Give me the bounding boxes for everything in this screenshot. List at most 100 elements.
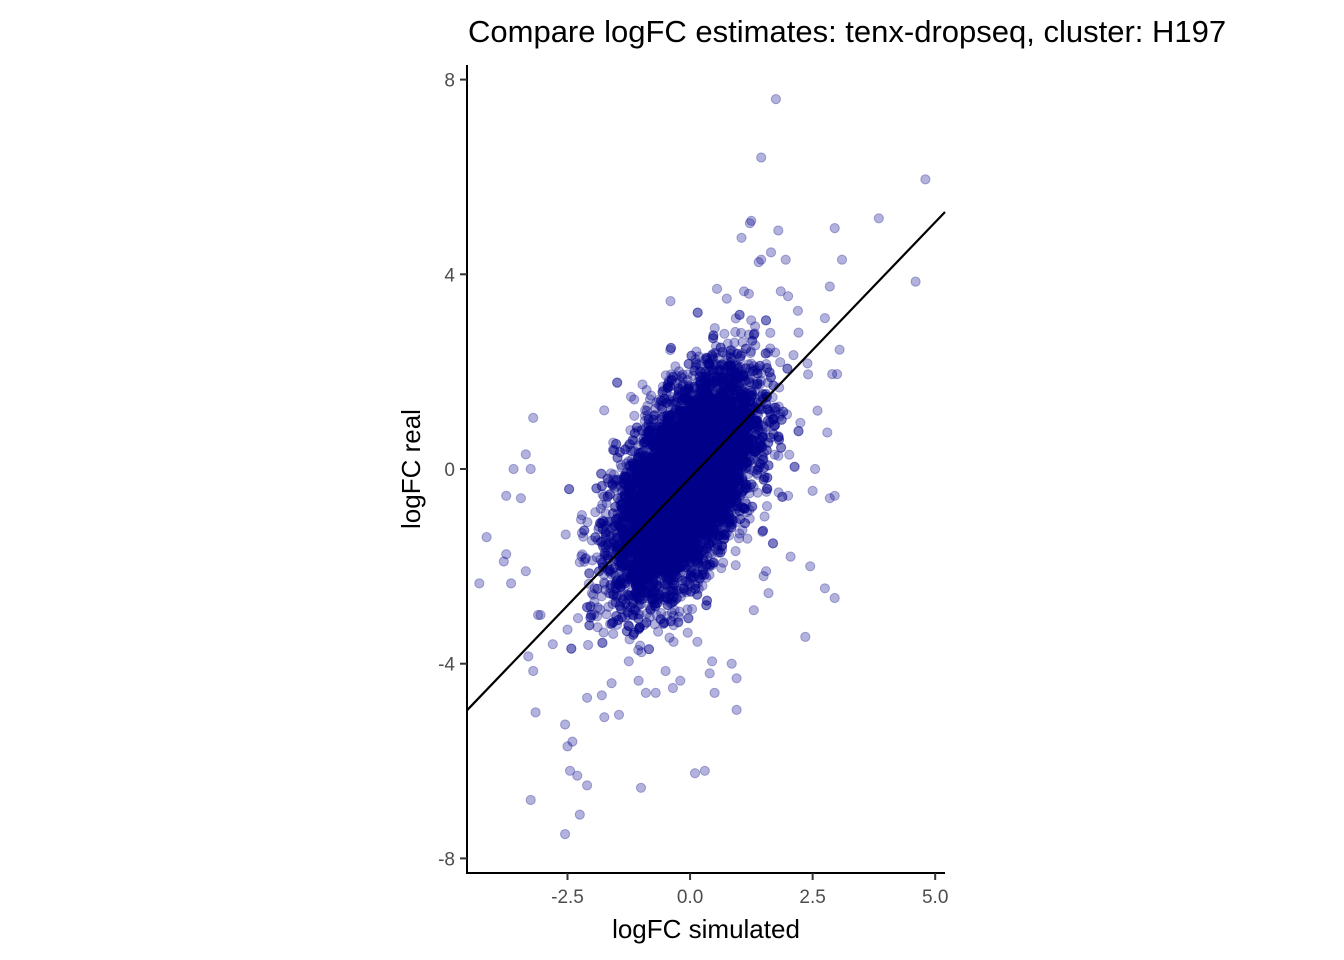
data-point (703, 538, 714, 549)
data-point (683, 484, 694, 495)
data-point (668, 478, 679, 489)
data-point (666, 475, 677, 486)
data-point (688, 437, 700, 448)
data-point (687, 463, 698, 474)
data-point (691, 463, 702, 475)
data-point (682, 518, 693, 529)
data-point (773, 487, 784, 498)
data-point (671, 501, 682, 512)
data-point (667, 531, 678, 542)
data-point (686, 483, 698, 494)
data-point (711, 544, 722, 555)
data-point (738, 430, 749, 441)
data-point (674, 491, 685, 502)
data-point (708, 485, 719, 496)
data-point (682, 498, 693, 509)
data-point (708, 446, 719, 457)
data-point (709, 507, 720, 518)
data-point (677, 483, 688, 494)
data-point (711, 499, 722, 510)
data-point (655, 458, 666, 469)
data-point (716, 472, 728, 484)
data-point (730, 503, 742, 514)
data-point (677, 406, 688, 417)
data-point (695, 505, 707, 517)
data-point (700, 427, 711, 439)
data-point (671, 511, 682, 522)
data-point (775, 409, 786, 420)
data-point (650, 546, 661, 557)
data-point (722, 425, 733, 436)
data-point (652, 564, 664, 575)
data-point (691, 446, 702, 457)
data-point (608, 628, 619, 640)
data-point (672, 524, 684, 535)
data-point (648, 560, 659, 571)
data-point (685, 456, 696, 467)
data-point (658, 490, 669, 501)
data-point (757, 526, 768, 538)
data-point (765, 327, 776, 338)
data-point (641, 385, 652, 396)
data-point (716, 476, 727, 488)
data-point (702, 419, 713, 430)
data-point (751, 380, 762, 391)
data-point (709, 484, 720, 495)
data-point (673, 475, 684, 486)
data-point (707, 513, 719, 525)
data-point (665, 344, 676, 356)
data-point (731, 371, 742, 382)
data-point (664, 471, 676, 482)
data-point (683, 484, 694, 495)
data-point (684, 431, 696, 442)
data-point (664, 465, 675, 476)
data-point (677, 468, 689, 479)
data-point (647, 601, 658, 612)
data-point (674, 498, 685, 509)
data-point (694, 483, 705, 494)
data-point (674, 444, 685, 455)
data-point (659, 548, 670, 560)
data-point (724, 478, 735, 489)
data-point (719, 524, 730, 535)
data-point (645, 516, 656, 527)
data-point (677, 518, 688, 529)
data-point (710, 348, 722, 359)
data-point (670, 542, 681, 553)
data-point (589, 596, 600, 608)
data-point (803, 369, 814, 380)
data-point (654, 488, 665, 499)
data-point (654, 455, 665, 466)
data-point (688, 455, 699, 466)
data-point (675, 516, 686, 527)
data-point (609, 483, 620, 494)
data-point (682, 627, 693, 638)
data-point (605, 580, 616, 591)
data-point (628, 512, 639, 523)
data-point (664, 538, 675, 550)
data-point (695, 463, 706, 474)
data-point (654, 414, 665, 425)
data-point (698, 469, 709, 481)
data-point (580, 553, 591, 564)
data-point (695, 444, 706, 455)
data-point (715, 464, 726, 475)
data-point (720, 448, 731, 459)
data-point (705, 431, 716, 443)
data-point (643, 497, 654, 508)
data-point (720, 386, 731, 397)
data-point (657, 471, 668, 482)
data-point (701, 436, 712, 447)
data-point (672, 390, 683, 402)
data-point (709, 495, 720, 507)
data-point (705, 505, 716, 516)
data-point (713, 477, 724, 488)
data-point (743, 438, 754, 449)
data-point (728, 367, 739, 378)
data-point (664, 396, 676, 407)
data-point (656, 482, 667, 493)
data-point (701, 430, 713, 441)
data-point (680, 432, 691, 443)
data-point (603, 588, 615, 599)
